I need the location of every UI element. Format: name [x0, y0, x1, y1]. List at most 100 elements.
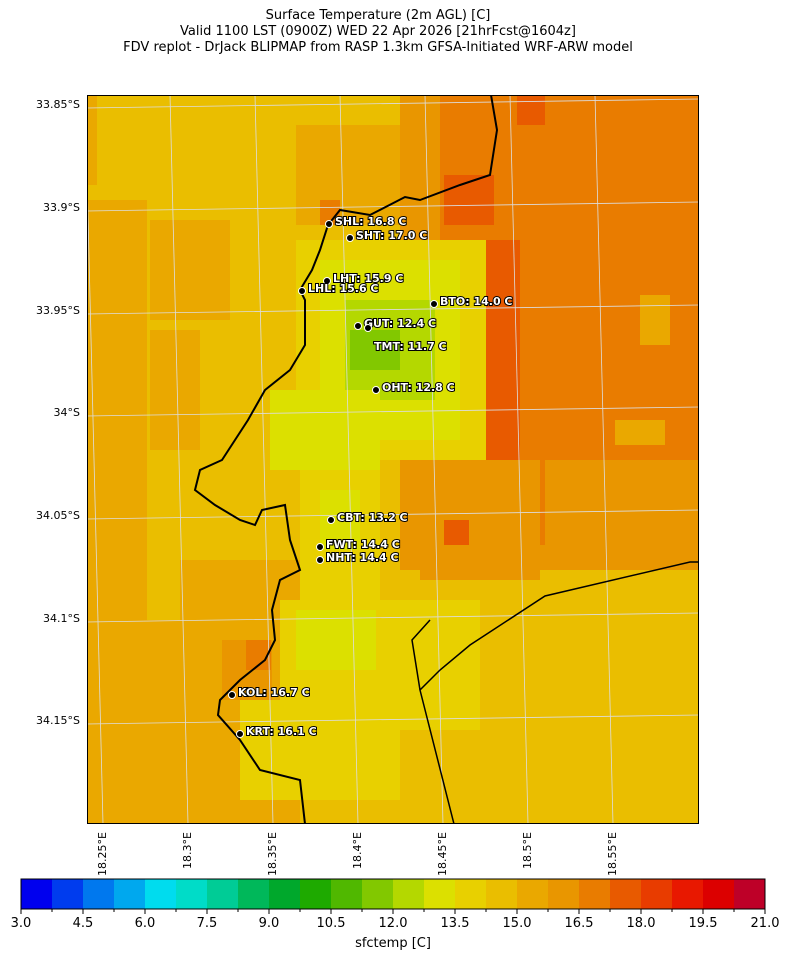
- station-dot: [354, 322, 362, 330]
- station-dot: [346, 234, 354, 242]
- colorbar-tick-label: 16.5: [564, 916, 594, 931]
- temperature-cell: [420, 460, 540, 580]
- station-dot: [298, 287, 306, 295]
- colorbar-swatch: [207, 879, 239, 909]
- temperature-cell: [296, 610, 376, 670]
- colorbar-tick-label: 21.0: [750, 916, 780, 931]
- colorbar-tick-label: 4.5: [72, 916, 94, 931]
- colorbar-swatch: [610, 879, 642, 909]
- colorbar-tick-label: 7.5: [196, 916, 218, 931]
- station-label: TMT: 11.7 C: [374, 340, 447, 353]
- station-marker[interactable]: GUT: 12.4 C: [354, 316, 437, 331]
- colorbar-tick-label: 12.0: [378, 916, 408, 931]
- station-label: LHT: 15.9 C: [333, 272, 403, 285]
- station-dot: [364, 324, 372, 332]
- colorbar-swatch: [517, 879, 549, 909]
- temperature-cell: [270, 390, 380, 470]
- colorbar-tick-label: 13.5: [440, 916, 470, 931]
- station-marker[interactable]: KRT: 16.1 C: [236, 724, 318, 739]
- colorbar-swatch: [548, 879, 580, 909]
- station-marker[interactable]: BTO: 14.0 C: [430, 294, 514, 309]
- longitude-line: [254, 95, 274, 824]
- station-marker[interactable]: LHL: 15.6 C: [298, 281, 380, 296]
- longitude-line: [169, 95, 189, 824]
- station-marker[interactable]: OHT: 12.8 C: [372, 380, 456, 395]
- temperature-cell: [150, 220, 230, 320]
- longitude-line: [339, 95, 359, 824]
- station-label: KRT: 16.1 C: [246, 725, 317, 738]
- temperature-cell: [444, 520, 469, 545]
- colorbar-swatch: [362, 879, 394, 909]
- colorbar-swatch: [238, 879, 270, 909]
- longitude-label: 18.45°E: [436, 832, 449, 876]
- temperature-cell: [240, 700, 400, 800]
- colorbar-swatch: [641, 879, 673, 909]
- station-dot: [316, 556, 324, 564]
- colorbar-tick-label: 15.0: [502, 916, 532, 931]
- latitude-label: 34.1°S: [43, 612, 80, 625]
- station-marker[interactable]: SHT: 17.0 C: [346, 228, 428, 243]
- station-dot: [325, 220, 333, 228]
- station-marker[interactable]: TMT: 11.7 C: [364, 324, 448, 354]
- station-marker[interactable]: SHL: 16.8 C: [325, 214, 407, 229]
- colorbar-swatch: [176, 879, 208, 909]
- colorbar-swatch: [424, 879, 456, 909]
- temperature-cell: [444, 175, 494, 225]
- latitude-label: 34.05°S: [36, 509, 80, 522]
- longitude-label: 18.35°E: [266, 832, 279, 876]
- colorbar-label: sfctemp [C]: [355, 936, 431, 951]
- coastline: [193, 95, 499, 824]
- title-line-3: FDV replot - DrJack BLIPMAP from RASP 1.…: [123, 40, 633, 55]
- latitude-label: 33.9°S: [43, 201, 80, 214]
- station-dot: [430, 300, 438, 308]
- longitude-label: 18.3°E: [181, 832, 194, 869]
- latitude-line: [87, 304, 699, 315]
- station-dot: [228, 691, 236, 699]
- station-marker[interactable]: FWT: 14.4 C: [316, 537, 401, 552]
- longitude-line: [594, 95, 614, 824]
- longitude-label: 18.4°E: [351, 832, 364, 869]
- graticule: [87, 95, 699, 824]
- station-marker[interactable]: CBT: 13.2 C: [327, 510, 409, 525]
- colorbar-swatch: [83, 879, 115, 909]
- colorbar-tick-label: 6.0: [134, 916, 156, 931]
- station-dot: [236, 730, 244, 738]
- latitude-label: 34.15°S: [36, 714, 80, 727]
- latitude-line: [87, 612, 699, 623]
- latitude-line: [87, 509, 699, 520]
- station-label: GUT: 12.4 C: [364, 317, 436, 330]
- station-label: OHT: 12.8 C: [382, 381, 455, 394]
- temperature-cell: [517, 95, 545, 125]
- longitude-line: [424, 95, 444, 824]
- latitude-line: [87, 98, 699, 109]
- colorbar-swatch: [455, 879, 487, 909]
- colorbar-swatch: [300, 879, 332, 909]
- colorbar-swatch: [579, 879, 611, 909]
- longitude-label: 18.5°E: [521, 832, 534, 869]
- station-marker[interactable]: LHT: 15.9 C: [323, 271, 404, 286]
- station-marker[interactable]: KOL: 16.7 C: [228, 685, 311, 700]
- temperature-cell: [320, 200, 340, 225]
- colorbar-swatch: [393, 879, 425, 909]
- temperature-cell: [545, 460, 699, 550]
- colorbar-tick-label: 10.5: [316, 916, 346, 931]
- station-dot: [316, 543, 324, 551]
- station-marker[interactable]: NHT: 14.4 C: [316, 550, 400, 565]
- latitude-label: 33.95°S: [36, 304, 80, 317]
- colorbar-swatch: [114, 879, 146, 909]
- colorbar-tick-label: 9.0: [258, 916, 280, 931]
- temperature-cell: [320, 490, 360, 550]
- colorbar-swatch: [145, 879, 177, 909]
- station-label: KOL: 16.7 C: [238, 686, 310, 699]
- colorbar-swatch: [331, 879, 363, 909]
- colorbar: [20, 878, 766, 914]
- longitude-line: [509, 95, 529, 824]
- temperature-cell: [640, 295, 670, 345]
- latitude-label: 34°S: [53, 406, 80, 419]
- latitude-label: 33.85°S: [36, 98, 80, 111]
- temperature-cell: [350, 330, 400, 370]
- colorbar-swatch: [52, 879, 84, 909]
